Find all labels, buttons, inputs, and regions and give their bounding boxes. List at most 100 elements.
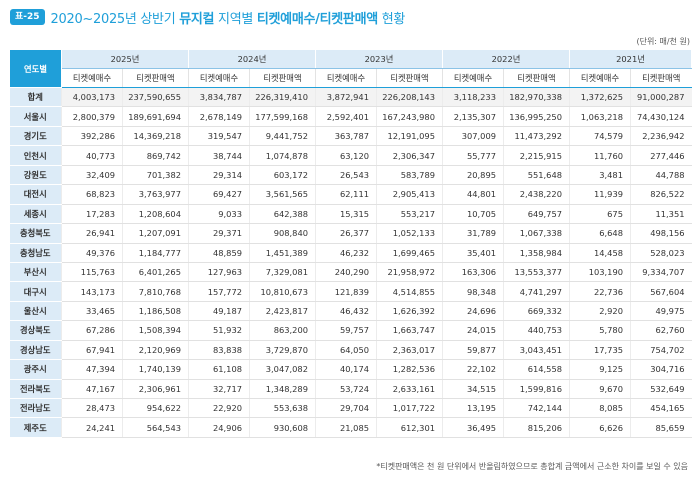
ticket-sales-cell: 815,206 <box>503 417 570 438</box>
region-label: 강원도 <box>9 165 62 186</box>
ticket-count-cell: 2,135,307 <box>442 106 504 127</box>
ticket-sales-cell: 553,217 <box>376 204 443 225</box>
ticket-count-cell: 59,877 <box>442 340 504 361</box>
table-row: 울산시 33,465 1,186,508 49,187 2,423,817 46,432 1… <box>9 301 692 322</box>
year-header: 2025년 <box>61 49 189 69</box>
ticket-count-cell: 1,372,625 <box>569 87 631 108</box>
table-row: 충청북도 26,941 1,207,091 29,371 908,840 26,377 1,… <box>9 223 692 244</box>
ticket-sales-cell: 1,740,139 <box>122 359 189 380</box>
table-row: 광주시 47,394 1,740,139 61,108 3,047,082 40,174 1… <box>9 359 692 380</box>
ticket-sales-cell: 85,659 <box>630 417 692 438</box>
ticket-count-cell: 5,780 <box>569 320 631 341</box>
ticket-sales-cell: 136,995,250 <box>503 106 570 127</box>
ticket-count-cell: 28,473 <box>61 398 123 419</box>
ticket-count-cell: 3,872,941 <box>315 87 377 108</box>
ticket-count-cell: 46,232 <box>315 243 377 263</box>
table-row: 제주도 24,241 564,543 24,906 930,608 21,085 612,3… <box>9 417 692 438</box>
ticket-count-cell: 67,941 <box>61 340 123 361</box>
ticket-sales-cell: 649,757 <box>503 204 570 225</box>
ticket-count-cell: 4,003,173 <box>61 87 123 108</box>
ticket-count-cell: 121,839 <box>315 281 377 302</box>
ticket-count-cell: 44,801 <box>442 184 504 205</box>
ticket-count-cell: 32,717 <box>188 379 250 400</box>
ticket-sales-cell: 182,970,338 <box>503 87 570 108</box>
ticket-sales-cell: 62,760 <box>630 320 692 341</box>
ticket-sales-cell: 954,622 <box>122 398 189 419</box>
region-label: 전라북도 <box>9 379 62 400</box>
ticket-sales-cell: 3,043,451 <box>503 340 570 361</box>
ticket-sales-cell: 2,120,969 <box>122 340 189 361</box>
sub-header-tickets: 티켓예매수 <box>442 68 504 88</box>
region-label: 충청북도 <box>9 223 62 244</box>
ticket-sales-cell: 11,351 <box>630 204 692 225</box>
ticket-sales-cell: 553,638 <box>249 398 316 419</box>
ticket-count-cell: 24,906 <box>188 417 250 438</box>
ticket-sales-cell: 12,191,095 <box>376 126 443 147</box>
ticket-sales-cell: 304,716 <box>630 359 692 380</box>
ticket-count-cell: 319,547 <box>188 126 250 147</box>
year-header-row: 연도별 2025년 2024년 2023년 2022년 2021년 <box>9 49 692 88</box>
ticket-count-cell: 21,085 <box>315 417 377 438</box>
ticket-sales-cell: 1,052,133 <box>376 223 443 244</box>
ticket-sales-cell: 754,702 <box>630 340 692 361</box>
ticket-sales-cell: 528,023 <box>630 243 692 263</box>
ticket-count-cell: 29,371 <box>188 223 250 244</box>
ticket-sales-cell: 10,810,673 <box>249 281 316 302</box>
ticket-count-cell: 53,724 <box>315 379 377 400</box>
ticket-sales-cell: 167,243,980 <box>376 106 443 127</box>
ticket-count-cell: 26,941 <box>61 223 123 244</box>
ticket-count-cell: 26,543 <box>315 165 377 186</box>
region-label: 세종시 <box>9 204 62 225</box>
table-row: 인천시 40,773 869,742 38,744 1,074,878 63,120 2,3… <box>9 145 692 166</box>
ticket-count-cell: 2,920 <box>569 301 631 322</box>
ticket-count-cell: 55,777 <box>442 145 504 166</box>
region-label: 경상남도 <box>9 340 62 361</box>
ticket-count-cell: 31,789 <box>442 223 504 244</box>
ticket-count-cell: 47,167 <box>61 379 123 400</box>
ticket-sales-cell: 2,236,942 <box>630 126 692 147</box>
ticket-count-cell: 11,939 <box>569 184 631 205</box>
ticket-sales-cell: 532,649 <box>630 379 692 400</box>
ticket-sales-cell: 614,558 <box>503 359 570 380</box>
ticket-sales-cell: 551,648 <box>503 165 570 186</box>
region-label: 합계 <box>9 87 62 108</box>
unit-label: (단위: 매/천 원) <box>636 37 690 46</box>
ticket-sales-cell: 1,184,777 <box>122 243 189 263</box>
year-header: 2024년 <box>188 49 316 69</box>
ticket-count-cell: 8,085 <box>569 398 631 419</box>
ticket-count-cell: 38,744 <box>188 145 250 166</box>
ticket-count-cell: 46,432 <box>315 301 377 322</box>
ticket-sales-cell: 74,430,124 <box>630 106 692 127</box>
region-label: 광주시 <box>9 359 62 380</box>
ticket-count-cell: 307,009 <box>442 126 504 147</box>
year-header: 2021년 <box>569 49 692 69</box>
ticket-count-cell: 363,787 <box>315 126 377 147</box>
ticket-sales-cell: 701,382 <box>122 165 189 186</box>
ticket-sales-cell: 44,788 <box>630 165 692 186</box>
ticket-sales-cell: 3,729,870 <box>249 340 316 361</box>
ticket-sales-cell: 612,301 <box>376 417 443 438</box>
ticket-count-cell: 22,736 <box>569 281 631 302</box>
ticket-count-cell: 11,760 <box>569 145 631 166</box>
ticket-sales-cell: 6,401,265 <box>122 262 189 283</box>
ticket-sales-cell: 1,067,338 <box>503 223 570 244</box>
ticket-sales-cell: 3,047,082 <box>249 359 316 380</box>
ticket-count-cell: 2,800,379 <box>61 106 123 127</box>
ticket-sales-cell: 91,000,287 <box>630 87 692 108</box>
ticket-count-cell: 35,401 <box>442 243 504 263</box>
ticket-sales-cell: 454,165 <box>630 398 692 419</box>
ticket-sales-cell: 440,753 <box>503 320 570 341</box>
table-body: 합계 4,003,173 237,590,655 3,834,787 226,319,4… <box>9 87 692 438</box>
ticket-count-cell: 29,704 <box>315 398 377 419</box>
region-label: 서울시 <box>9 106 62 127</box>
ticket-sales-cell: 669,332 <box>503 301 570 322</box>
ticket-count-cell: 14,458 <box>569 243 631 263</box>
ticket-sales-cell: 177,599,168 <box>249 106 316 127</box>
ticket-count-cell: 127,963 <box>188 262 250 283</box>
ticket-count-cell: 24,015 <box>442 320 504 341</box>
sub-header-row: 티켓예매수 티켓판매액 티켓예매수 티켓판매액 티켓예매수 티켓판매액 티켓예매… <box>10 68 692 88</box>
ticket-count-cell: 36,495 <box>442 417 504 438</box>
ticket-count-cell: 63,120 <box>315 145 377 166</box>
ticket-count-cell: 47,394 <box>61 359 123 380</box>
ticket-count-cell: 20,895 <box>442 165 504 186</box>
